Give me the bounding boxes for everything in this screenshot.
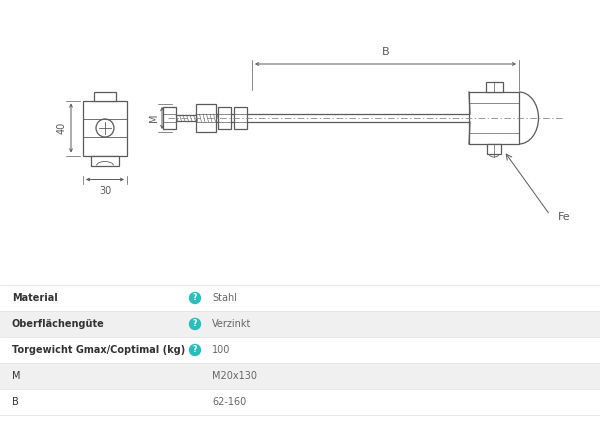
Bar xyxy=(94,91,116,100)
Text: Fe: Fe xyxy=(558,212,571,222)
Bar xyxy=(0,285,600,311)
Bar xyxy=(0,311,600,337)
Circle shape xyxy=(96,119,114,137)
Text: M20x130: M20x130 xyxy=(212,371,257,381)
Text: 40: 40 xyxy=(57,122,67,134)
Bar xyxy=(234,107,247,129)
Bar xyxy=(83,100,127,155)
Text: ?: ? xyxy=(193,320,197,329)
Text: M: M xyxy=(12,371,20,381)
Bar xyxy=(469,92,519,144)
Bar xyxy=(163,107,176,129)
Bar xyxy=(91,155,119,166)
Circle shape xyxy=(190,344,200,356)
Bar xyxy=(196,114,470,122)
Bar xyxy=(196,104,216,132)
Text: 62-160: 62-160 xyxy=(212,397,246,407)
Text: 100: 100 xyxy=(212,345,230,355)
Bar xyxy=(485,82,503,92)
Text: Verzinkt: Verzinkt xyxy=(212,319,251,329)
Text: Material: Material xyxy=(12,293,58,303)
Text: B: B xyxy=(12,397,19,407)
Bar xyxy=(0,337,600,363)
Bar xyxy=(487,144,501,154)
Circle shape xyxy=(190,293,200,303)
Circle shape xyxy=(190,318,200,329)
Text: M: M xyxy=(149,114,159,122)
Bar xyxy=(0,363,600,389)
Text: Torgewicht Gmax/Coptimal (kg): Torgewicht Gmax/Coptimal (kg) xyxy=(12,345,185,355)
Text: 30: 30 xyxy=(99,187,111,196)
Text: ?: ? xyxy=(193,293,197,302)
Text: Stahl: Stahl xyxy=(212,293,237,303)
Text: ?: ? xyxy=(193,345,197,354)
Bar xyxy=(0,389,600,415)
Text: B: B xyxy=(382,47,389,57)
Bar xyxy=(218,107,231,129)
Text: Oberflächengüte: Oberflächengüte xyxy=(12,319,105,329)
Bar xyxy=(176,115,196,121)
